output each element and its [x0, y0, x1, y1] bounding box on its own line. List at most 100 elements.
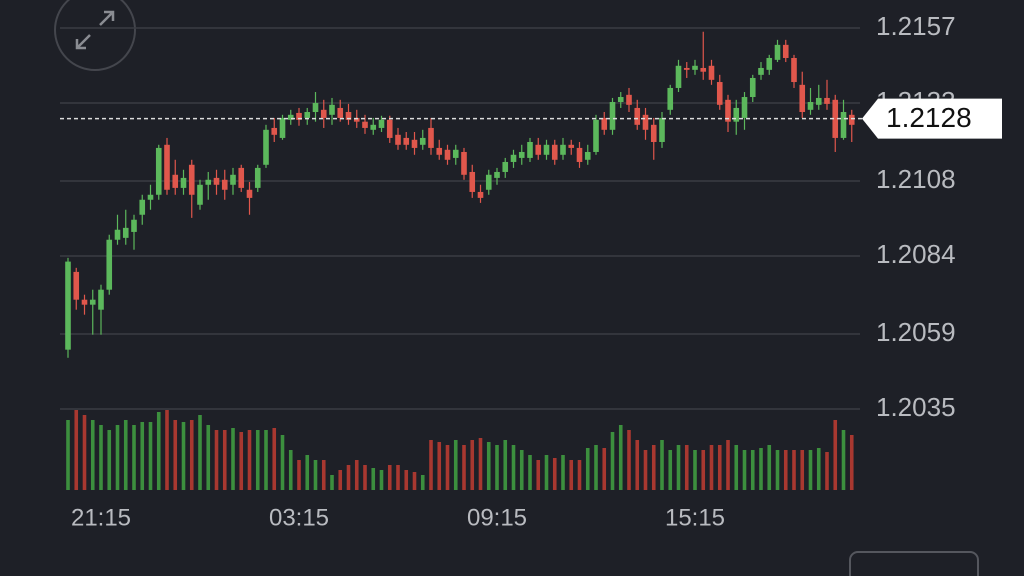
candle-body [114, 229, 121, 240]
x-tick-label: 21:15 [71, 504, 131, 531]
candle-body [362, 121, 368, 128]
candle-body [122, 227, 129, 238]
volume-bar [437, 442, 442, 490]
candle-body [320, 109, 327, 118]
candle-body [824, 97, 830, 104]
volume-bar [74, 410, 79, 490]
volume-bar [610, 432, 615, 490]
candle-body [733, 107, 740, 122]
candle-body [73, 271, 80, 300]
candle-body [296, 112, 302, 120]
volume-bar [396, 465, 400, 490]
candle-body [403, 137, 410, 145]
candle-body [188, 164, 195, 195]
candle-body [477, 191, 484, 198]
expand-circle[interactable] [54, 0, 136, 71]
candle-body [147, 194, 154, 200]
candle-body [197, 184, 203, 205]
volume-bar [297, 460, 301, 490]
volume-bar [495, 445, 499, 490]
current-price-box [862, 98, 1002, 139]
volume-bar [651, 445, 656, 490]
volume-bar [627, 430, 631, 490]
volume-bar [717, 445, 722, 490]
candle-body [527, 141, 533, 158]
volume-bar [470, 440, 475, 490]
expand-icon[interactable] [75, 10, 115, 50]
candle-body [106, 239, 113, 290]
candle-body [551, 144, 558, 160]
volume-bar [841, 430, 846, 490]
candle-body [807, 102, 814, 110]
candle-body [593, 119, 599, 152]
candle-body [370, 124, 377, 130]
volume-bar [313, 460, 318, 490]
candle-body [848, 114, 855, 125]
volume-bar [189, 420, 194, 490]
candle-body [180, 177, 187, 188]
volume-bar [709, 445, 714, 490]
volume-bar [594, 445, 598, 490]
volume-bar [528, 455, 532, 490]
candle-body [560, 144, 566, 155]
corner-button[interactable] [849, 551, 979, 576]
candle-body [766, 57, 773, 70]
candle-body [98, 289, 104, 310]
candle-body [510, 154, 517, 162]
volume-bar [82, 415, 87, 490]
candle-body [650, 124, 657, 142]
candle-body [626, 94, 632, 105]
volume-bar [255, 430, 260, 490]
volume-bar [412, 472, 417, 490]
candle-body [576, 147, 583, 162]
y-tick-label: 1.2035 [876, 392, 956, 422]
volume-bar [387, 465, 392, 490]
candle-body [65, 261, 71, 350]
candle-body [741, 97, 748, 118]
volume-bar [247, 430, 252, 490]
candle-body [692, 65, 698, 70]
candle-body [601, 117, 608, 130]
candle-body [584, 151, 591, 160]
volume-bar [156, 412, 161, 490]
candle-body [667, 87, 674, 110]
candle-body [452, 149, 459, 158]
volume-bar [635, 440, 640, 490]
x-tick-label: 09:15 [467, 504, 527, 531]
volume-bar [668, 450, 673, 490]
candle-body [502, 161, 509, 172]
volume-bar [420, 475, 425, 490]
candle-body [675, 65, 682, 88]
volume-bar [198, 415, 202, 490]
candle-body [782, 44, 789, 58]
volume-bar [561, 455, 565, 490]
expand-button[interactable] [54, 0, 136, 71]
volume-bar [338, 470, 343, 490]
volume-bar [280, 435, 285, 490]
candle-body [221, 179, 228, 190]
candle-body [725, 99, 731, 122]
candle-body [436, 147, 443, 155]
candle-body [386, 119, 393, 138]
current-price-label: 1.2128 [886, 102, 972, 133]
volume-bar [222, 430, 227, 490]
candle-body [634, 107, 641, 125]
candle-body [254, 167, 261, 188]
volume-bar [684, 445, 689, 490]
volume-bar [140, 422, 145, 490]
volume-bar [206, 425, 211, 490]
candle-body [345, 112, 352, 120]
volume-bar [503, 440, 508, 490]
volume-bar [346, 465, 351, 490]
volume-bar [800, 450, 805, 490]
volume-bar [726, 440, 730, 490]
volume-bar [585, 448, 590, 490]
candle-body [304, 112, 311, 118]
volume-bar [462, 445, 466, 490]
volume-bar [750, 450, 755, 490]
volume-bar [330, 475, 334, 490]
candle-body [444, 149, 451, 160]
candle-body [378, 119, 385, 128]
candle-body [246, 189, 253, 198]
candle-body [749, 77, 756, 98]
